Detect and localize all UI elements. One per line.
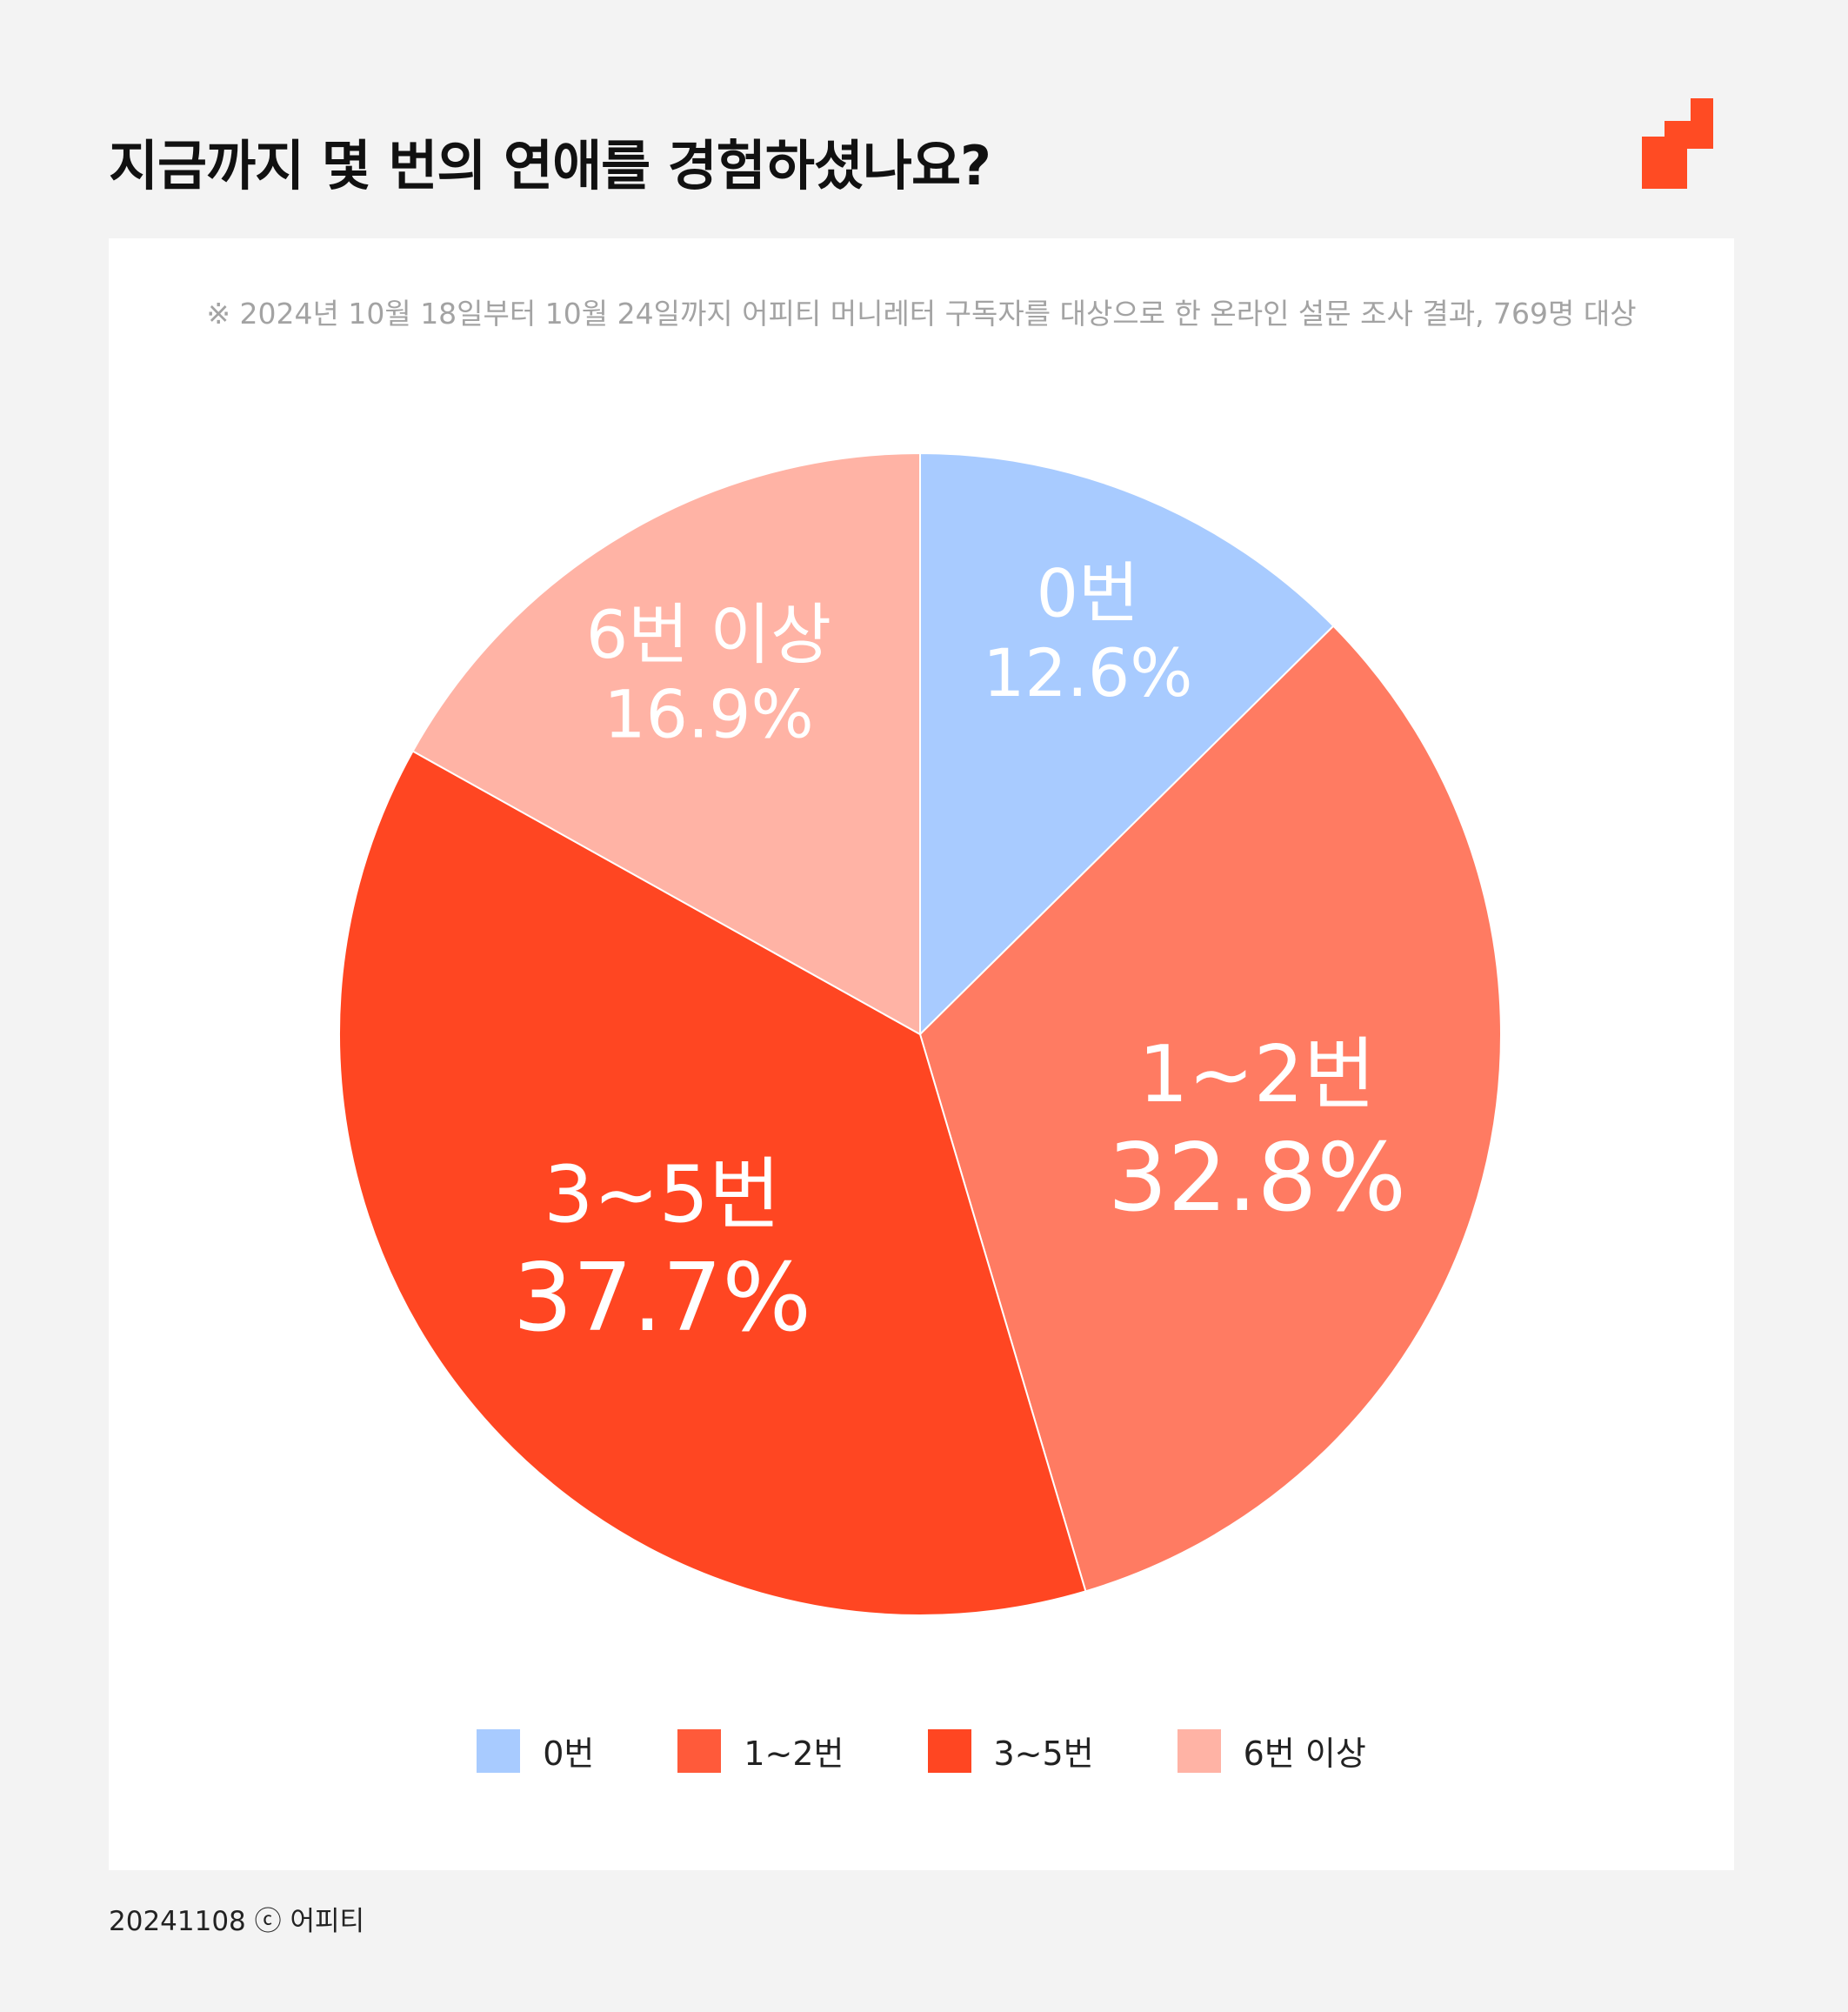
pie-slice-3 [411,451,921,1036]
legend: 0번 1~2번 3~5번 6번 이상 [109,1727,1734,1775]
slice-category-label-3: 6번 이상 [586,596,831,673]
slice-value-label-3: 16.9% [604,675,813,752]
legend-label-3-5: 3~5번 [993,1735,1094,1773]
slice-value-label-2: 37.7% [513,1244,811,1353]
pie-slice-1 [918,625,1502,1593]
legend-label-0: 0번 [543,1735,595,1773]
slice-value-label-0: 12.6% [983,634,1192,712]
pie-slice-2 [338,750,1087,1616]
legend-item-6-plus: 6번 이상 [1177,1727,1366,1775]
page-title: 지금까지 몇 번의 연애를 경험하셨나요? [109,134,991,197]
legend-label-6-plus: 6번 이상 [1243,1735,1366,1773]
legend-item-0: 0번 [477,1727,594,1775]
brand-logo-icon [1642,98,1713,189]
legend-item-1-2: 1~2번 [677,1727,844,1775]
legend-swatch-3-5 [927,1728,971,1773]
legend-swatch-0 [477,1728,521,1773]
chart-card: ※ 2024년 10월 18일부터 10월 24일까지 어피티 머니레터 구독자… [109,238,1734,1870]
slice-category-label-0: 0번 [1037,555,1139,632]
slice-category-label-1: 1~2번 [1138,1029,1376,1120]
pie-slice-0 [919,451,1335,1037]
legend-swatch-6-plus [1177,1728,1221,1773]
legend-swatch-1-2 [677,1728,722,1773]
slice-value-label-1: 32.8% [1108,1124,1406,1233]
footer-credit: 20241108 ⓒ 어피티 [109,1906,365,1937]
legend-item-3-5: 3~5번 [927,1727,1094,1775]
legend-label-1-2: 1~2번 [744,1735,844,1773]
slice-category-label-2: 3~5번 [544,1149,781,1240]
survey-note: ※ 2024년 10월 18일부터 10월 24일까지 어피티 머니레터 구독자… [206,297,1637,331]
